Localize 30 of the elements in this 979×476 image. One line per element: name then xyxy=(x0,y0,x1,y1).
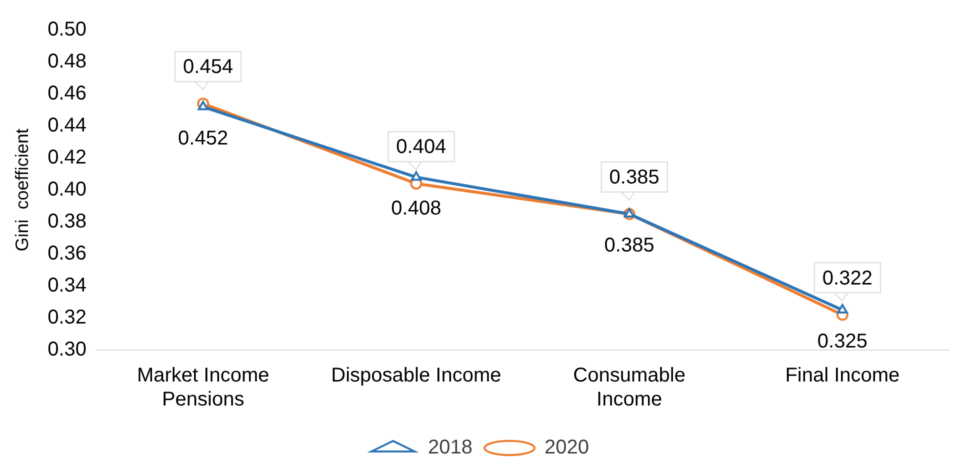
data-label: 0.322 xyxy=(822,267,872,290)
y-tick-label: 0.32 xyxy=(48,306,87,329)
data-label: 0.325 xyxy=(817,330,868,353)
y-tick-label: 0.44 xyxy=(48,114,87,137)
y-tick-label: 0.38 xyxy=(48,210,87,233)
data-label: 0.385 xyxy=(609,166,660,189)
point xyxy=(624,208,635,218)
legend-label: 2020 xyxy=(544,436,589,459)
y-tick-label: 0.30 xyxy=(48,338,87,361)
y-tick-label: 0.48 xyxy=(48,50,87,73)
y-tick-label: 0.36 xyxy=(48,242,87,265)
x-tick-label: Market Income Pensions xyxy=(136,364,270,411)
y-tick-label: 0.34 xyxy=(48,274,87,297)
y-tick-label: 0.46 xyxy=(48,82,87,105)
x-tick-label: Final Income xyxy=(785,364,900,387)
point xyxy=(837,304,848,314)
y-tick-label: 0.42 xyxy=(48,146,87,169)
data-label: 0.385 xyxy=(604,234,654,257)
data-label: 0.404 xyxy=(396,136,446,158)
y-tick-label: 0.50 xyxy=(48,18,87,41)
x-tick-label: Consumable Income xyxy=(573,364,686,411)
point xyxy=(198,100,208,110)
y-axis-title: Gini coefficient xyxy=(12,128,32,252)
data-label: 0.452 xyxy=(178,127,228,150)
point xyxy=(410,171,422,181)
y-tick-label: 0.40 xyxy=(48,178,87,201)
data-label: 0.408 xyxy=(391,198,442,220)
x-tick-label: Disposable Income xyxy=(331,364,502,387)
legend-label: 2018 xyxy=(428,436,473,459)
data-label: 0.454 xyxy=(183,56,234,78)
